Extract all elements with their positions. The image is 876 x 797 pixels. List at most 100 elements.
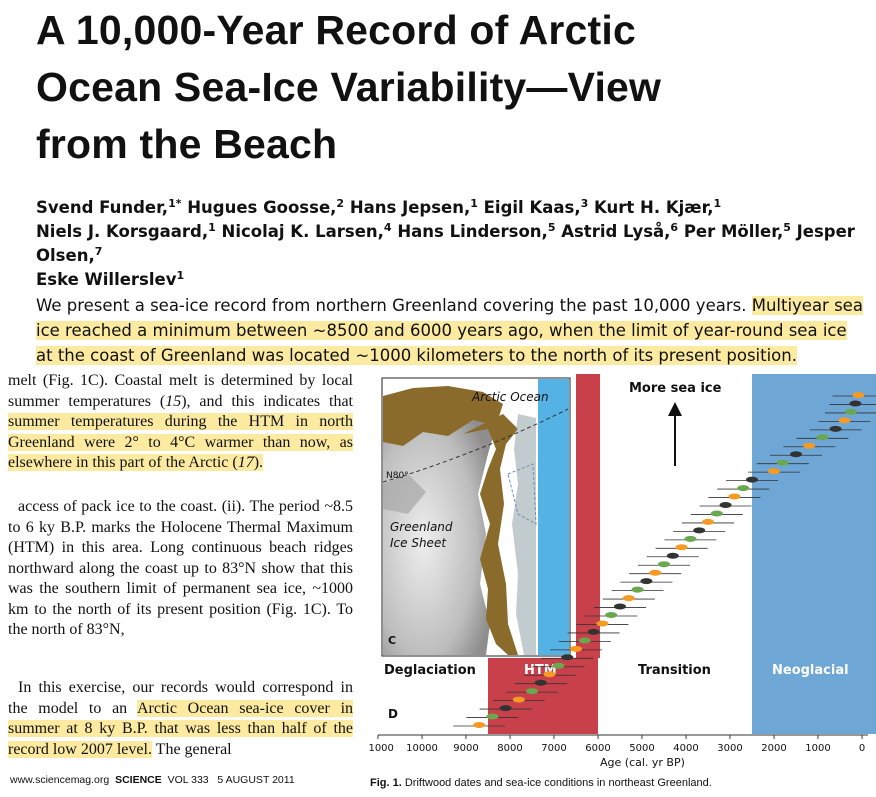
map-panel-label: C xyxy=(388,634,396,647)
x-axis-ticks: 11000 10000 9000 8000 7000 6000 5000 4000 3000 20… xyxy=(368,735,865,754)
caption-text: Driftwood dates and sea-ice conditions i… xyxy=(404,777,712,789)
author-list: Svend Funder,1* Hugues Goosse,2 Hans Jep… xyxy=(36,196,856,292)
p1-ref-15[interactable]: 15 xyxy=(165,392,182,410)
driftwood-point xyxy=(675,544,688,551)
driftwood-point xyxy=(849,400,862,407)
body-paragraph-3: In this exercise, our records would corr… xyxy=(8,678,354,760)
x-tick-label: 10000 xyxy=(406,743,438,754)
author-affiliation: 6 xyxy=(670,221,679,234)
driftwood-point xyxy=(737,485,750,492)
figure-caption: Fig. 1. Driftwood dates and sea-ice cond… xyxy=(370,777,712,789)
author-name: Kurt H. Kjær, xyxy=(594,198,714,217)
driftwood-point xyxy=(499,705,512,712)
abstract-plain: We present a sea-ice record from norther… xyxy=(36,296,747,315)
driftwood-point xyxy=(561,654,574,661)
title-line-2: Ocean Sea-Ice Variability—View xyxy=(36,64,662,110)
driftwood-point xyxy=(658,561,670,568)
x-tick-label: 11000 xyxy=(368,743,394,754)
htm-band xyxy=(488,658,598,734)
driftwood-point xyxy=(746,476,758,483)
title-line-1: A 10,000-Year Record of Arctic xyxy=(36,7,636,53)
driftwood-point xyxy=(838,417,851,424)
driftwood-point xyxy=(852,392,865,398)
author-name: Nicolaj K. Larsen, xyxy=(221,222,384,241)
footer-journal: SCIENCE xyxy=(115,774,162,786)
author-affiliation: 7 xyxy=(94,245,103,258)
driftwood-point xyxy=(570,645,582,652)
x-tick-label: 6000 xyxy=(585,743,610,754)
footer-site[interactable]: www.sciencemag.org xyxy=(10,774,110,786)
map-ocean-label: Arctic Ocean xyxy=(471,390,549,404)
driftwood-point xyxy=(728,493,741,500)
p3-text: In this exercise, our records would corr… xyxy=(8,679,353,717)
x-tick-label: 4000 xyxy=(673,743,698,754)
author-affiliation: 1 xyxy=(470,197,478,210)
driftwood-point xyxy=(719,502,732,508)
author-name: Svend Funder, xyxy=(36,198,169,217)
p1-text-mid: ), and this indicates that xyxy=(181,392,354,410)
author-affiliation: 2 xyxy=(336,197,345,210)
driftwood-point xyxy=(702,518,714,525)
author-name: Hans Jepsen, xyxy=(349,198,471,217)
driftwood-point xyxy=(666,552,679,559)
map-ice-label-1: Greenland xyxy=(390,520,453,534)
author-name: Niels J. Korsgaard, xyxy=(36,222,209,241)
period-label-transition: Transition xyxy=(638,663,711,678)
driftwood-point xyxy=(803,442,816,449)
author-name: Eske Willerslev xyxy=(36,270,177,289)
caption-label: Fig. 1. xyxy=(370,777,402,789)
author-affiliation: 1* xyxy=(168,197,182,210)
x-tick-label: 7000 xyxy=(541,743,566,754)
author-affiliation: 1 xyxy=(208,221,216,234)
author-name: Per Möller, xyxy=(683,222,784,241)
x-tick-label: 9000 xyxy=(453,743,478,754)
driftwood-point xyxy=(526,688,538,695)
author-name: Hans Linderson, xyxy=(397,222,548,241)
driftwood-point xyxy=(768,468,780,475)
x-tick-label: 5000 xyxy=(629,743,654,754)
htm-band-upper xyxy=(576,374,600,658)
body-paragraph-2: access of pack ice to the coast. (ii). T… xyxy=(8,498,353,638)
x-tick-label: 2000 xyxy=(761,743,786,754)
author-affiliation: 4 xyxy=(383,221,392,234)
footer-date: 5 AUGUST 2011 xyxy=(217,774,295,786)
body-paragraph-1: melt (Fig. 1C). Coastal melt is determin… xyxy=(8,371,353,474)
author-affiliation: 1 xyxy=(713,197,722,210)
author-affiliation: 5 xyxy=(783,221,791,234)
author-name: Hugues Goosse, xyxy=(187,198,337,217)
driftwood-point xyxy=(622,595,635,602)
author-name: Astrid Lyså, xyxy=(561,222,671,241)
period-label-neoglacial: Neoglacial xyxy=(772,663,849,678)
driftwood-point xyxy=(534,679,547,686)
author-affiliation: 5 xyxy=(547,221,556,234)
footer-volume: VOL 333 xyxy=(167,774,209,786)
x-axis-label: Age (cal. yr BP) xyxy=(600,756,685,769)
driftwood-point xyxy=(631,586,644,593)
driftwood-point xyxy=(587,628,600,635)
x-tick-label: 8000 xyxy=(497,743,522,754)
map-panel-c: Arctic Ocean N80° Greenland Ice Sheet C xyxy=(381,377,571,657)
p1-ref-17[interactable]: 17 xyxy=(237,454,254,471)
driftwood-point xyxy=(684,535,697,542)
map-latitude-label: N80° xyxy=(386,471,409,481)
driftwood-point xyxy=(776,459,789,466)
period-label-deglaciation: Deglaciation xyxy=(384,663,476,678)
driftwood-point xyxy=(552,662,565,669)
driftwood-point xyxy=(596,620,609,627)
driftwood-point xyxy=(578,637,591,644)
x-tick-label: 3000 xyxy=(717,743,742,754)
driftwood-point xyxy=(649,569,662,576)
driftwood-point xyxy=(640,578,653,585)
driftwood-point xyxy=(710,510,723,517)
author-affiliation: 3 xyxy=(580,197,589,210)
driftwood-point xyxy=(790,451,802,458)
p1-text: melt (Fig. 1C). Coastal melt is determin… xyxy=(8,372,353,410)
driftwood-point xyxy=(512,696,525,703)
figure-1: Arctic Ocean N80° Greenland Ice Sheet C … xyxy=(368,374,876,769)
p1-highlight: summer temperatures during the HTM in no… xyxy=(8,413,353,471)
author-affiliation: 1 xyxy=(176,269,185,282)
x-tick-label: 0 xyxy=(859,743,865,754)
article-title: A 10,000-Year Record of Arctic Ocean Sea… xyxy=(36,2,856,173)
driftwood-point xyxy=(605,612,618,618)
abstract: We present a sea-ice record from norther… xyxy=(36,293,866,368)
